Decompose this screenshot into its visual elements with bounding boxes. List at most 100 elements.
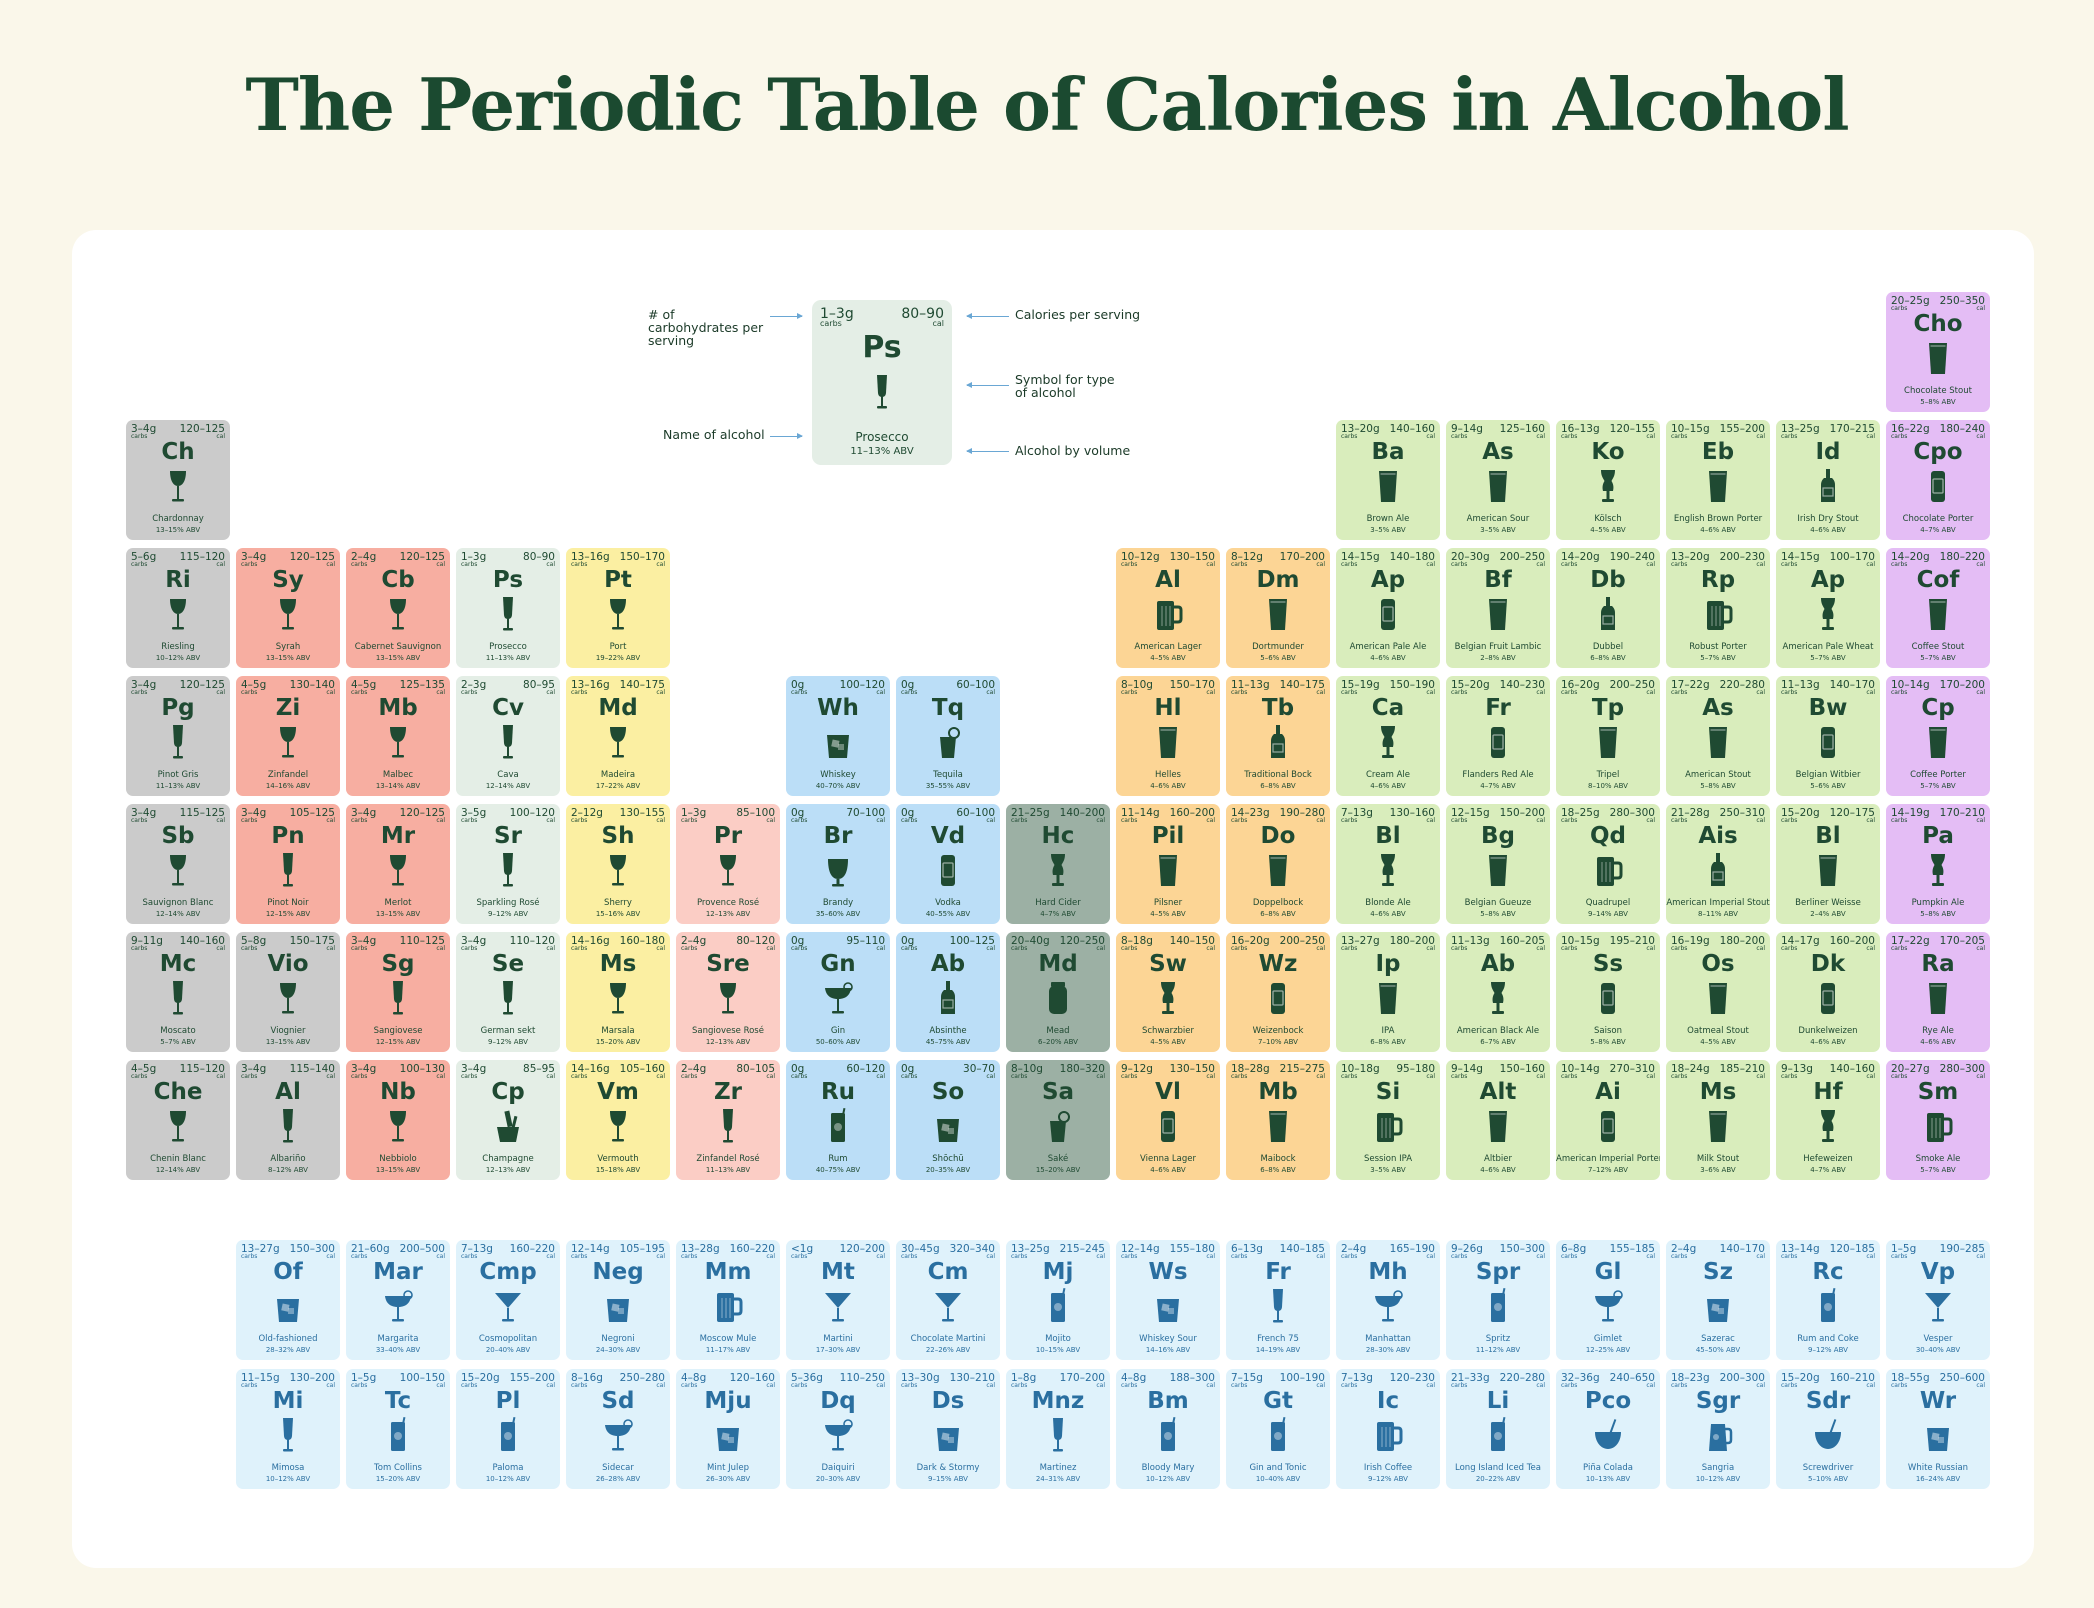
element-abv: 17–22% ABV [595, 782, 641, 790]
element-abv: 11–12% ABV [1475, 1346, 1521, 1354]
element-symbol: Mb [1258, 1079, 1298, 1105]
element-name: Mimosa [271, 1463, 305, 1473]
calories-value: 250–350 cal [1939, 295, 1985, 312]
calories-value: 200–300 cal [1719, 1372, 1765, 1389]
element-symbol: Ss [1592, 951, 1624, 977]
element-abv: 5–7% ABV [160, 1038, 196, 1046]
calories-value: 140–185 cal [1279, 1243, 1325, 1260]
carbs-value: 10–18g carbs [1341, 1063, 1380, 1080]
can-icon [1601, 1111, 1615, 1142]
pint-icon [1929, 599, 1947, 630]
cocktail-cell-long-island-iced-tea: 21–33g carbs 220–280 cal Li Long Island Iced … [1446, 1369, 1550, 1489]
carbs-value: 13–30g carbs [901, 1372, 940, 1389]
element-cell-sherry: 2–12g carbs 130–155 cal Sh Sherry 15–16% ABV [566, 804, 670, 924]
element-symbol: Cof [1916, 567, 1960, 593]
element-name: Brandy [822, 898, 854, 908]
element-symbol: Pn [271, 823, 305, 849]
element-name: Merlot [384, 898, 412, 908]
element-abv: 9–12% ABV [1368, 1475, 1408, 1483]
carbs-value: 16–20g carbs [1231, 935, 1270, 952]
element-symbol: Hc [1041, 823, 1075, 849]
calories-value: 120–125 cal [399, 807, 445, 824]
element-symbol: Fr [1265, 1259, 1291, 1285]
element-cell-american-imperial-porter: 10–14g carbs 270–310 cal Ai American Imperial… [1556, 1060, 1660, 1180]
bottle-icon [1711, 853, 1725, 886]
martini-icon [495, 1293, 521, 1322]
element-symbol: Pt [604, 567, 632, 593]
cocktail-cell-pi-a-colada: 32–36g carbs 240–650 cal Pco Piña Colada 10–13… [1556, 1369, 1660, 1489]
element-symbol: Rp [1700, 567, 1736, 593]
carbs-value: 2–4g carbs [1341, 1243, 1367, 1260]
flute-icon [283, 1109, 293, 1143]
element-name: Pinot Noir [267, 898, 309, 908]
key-carbs: 1–3g carbs [820, 306, 854, 328]
wine-icon [720, 855, 736, 886]
calories-value: 120–160 cal [729, 1372, 775, 1389]
element-name: Flanders Red Ale [1462, 770, 1534, 780]
legend-calories-arrow [966, 313, 1009, 319]
carbs-value: 20–25g carbs [1891, 295, 1930, 312]
element-name: Altbier [1484, 1154, 1512, 1164]
element-abv: 8–12% ABV [268, 1166, 308, 1174]
carbs-value: 18–25g carbs [1561, 807, 1600, 824]
element-symbol: Tp [1591, 695, 1625, 721]
element-cell-american-pale-wheat: 14–15g carbs 100–170 cal Ap American Pale Whe… [1776, 548, 1880, 668]
element-symbol: Rc [1812, 1259, 1844, 1285]
element-cell-sauvignon-blanc: 3–4g carbs 115–125 cal Sb Sauvignon Blanc 12–1… [126, 804, 230, 924]
cocktail-cell-tom-collins: 1–5g carbs 100–150 cal Tc Tom Collins 15–20% A… [346, 1369, 450, 1489]
calories-value: 270–310 cal [1609, 1063, 1655, 1080]
carbs-value: 20–40g carbs [1011, 935, 1050, 952]
element-abv: 4–7% ABV [1040, 910, 1076, 918]
bowl-icon [1815, 1419, 1841, 1449]
element-symbol: Sb [161, 823, 195, 849]
carbs-value: 0g carbs [791, 935, 808, 952]
highball-icon [501, 1416, 516, 1451]
element-abv: 30–40% ABV [1915, 1346, 1961, 1354]
element-abv: 12–15% ABV [265, 910, 311, 918]
tulip-icon [1931, 854, 1945, 886]
calories-value: 130–140 cal [289, 679, 335, 696]
element-symbol: Gn [820, 951, 856, 977]
carbs-value: 6–8g carbs [1561, 1243, 1587, 1260]
element-symbol: Ai [1595, 1079, 1621, 1105]
carbs-value: 14–20g carbs [1891, 551, 1930, 568]
element-name: Moscato [160, 1026, 196, 1036]
carbs-value: 14–20g carbs [1561, 551, 1600, 568]
cocktail-cell-chocolate-martini: 30–45g carbs 320–340 cal Cm Chocolate Martini… [896, 1240, 1000, 1360]
calories-value: 185–210 cal [1719, 1063, 1765, 1080]
element-cell-vodka: 0g carbs 60–100 cal Vd Vodka 40–55% ABV [896, 804, 1000, 924]
cocktail-cell-french-75: 6–13g carbs 140–185 cal Fr French 75 14–19% AB… [1226, 1240, 1330, 1360]
element-name: Gin and Tonic [1249, 1463, 1307, 1473]
element-cell-port: 13–16g carbs 150–170 cal Pt Port 19–22% ABV [566, 548, 670, 668]
carbs-value: 4–8g carbs [1121, 1372, 1147, 1389]
highball-icon [831, 1107, 846, 1142]
calories-value: 140–170 cal [1829, 679, 1875, 696]
element-symbol: Sre [706, 951, 750, 977]
element-symbol: Sgr [1695, 1388, 1741, 1414]
calories-value: 70–100 cal [846, 807, 885, 824]
pint-icon [1489, 471, 1507, 502]
element-name: Chenin Blanc [150, 1154, 206, 1164]
carbs-value: 21–33g carbs [1451, 1372, 1490, 1389]
element-symbol: Bf [1484, 567, 1512, 593]
element-symbol: Sz [1703, 1259, 1733, 1285]
mug-icon [1377, 1113, 1403, 1142]
calories-value: 140–170 cal [1719, 1243, 1765, 1260]
carbs-value: 17–22g carbs [1891, 935, 1930, 952]
element-abv: 12–13% ABV [705, 910, 751, 918]
carbs-value: 3–4g carbs [131, 679, 157, 696]
element-abv: 10–40% ABV [1255, 1475, 1301, 1483]
element-symbol: Cp [491, 1079, 525, 1105]
element-symbol: Ab [930, 951, 966, 977]
calories-value: 30–70 cal [963, 1063, 995, 1080]
carbs-value: 5–8g carbs [241, 935, 267, 952]
highball-icon [1271, 1416, 1286, 1451]
element-cell-chardonnay: 3–4g carbs 120–125 cal Ch Chardonnay 13–15% AB… [126, 420, 230, 540]
element-abv: 4–7% ABV [1920, 526, 1956, 534]
element-symbol: Mj [1042, 1259, 1074, 1285]
element-symbol: Ms [599, 951, 637, 977]
element-symbol: Ch [161, 439, 195, 465]
element-cell-pumpkin-ale: 14–19g carbs 170–210 cal Pa Pumpkin Ale 5–8% A… [1886, 804, 1990, 924]
pint-icon [1819, 855, 1837, 886]
element-cell-champagne: 3–4g carbs 85–95 cal Cp Champagne 12–13% ABV [456, 1060, 560, 1180]
